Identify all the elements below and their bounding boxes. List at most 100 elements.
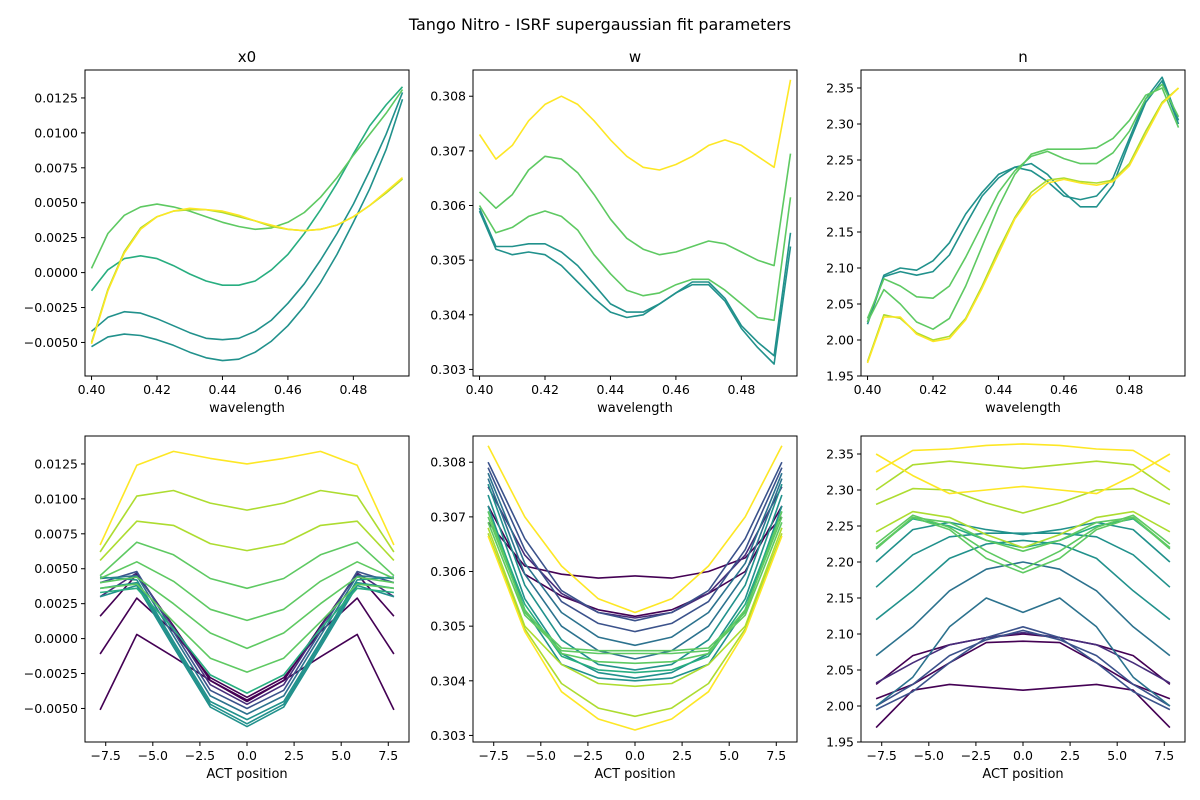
- series-line-17: [875, 460, 1171, 491]
- series-line-5: [90, 176, 404, 345]
- y-tick-label: −0.0025: [24, 666, 78, 681]
- series-line-1: [99, 597, 395, 699]
- x-tick-label: 0.42: [919, 382, 947, 397]
- y-tick-label: 1.95: [826, 369, 854, 384]
- series-line-12: [99, 560, 395, 622]
- series-line-3: [90, 89, 404, 269]
- x-tick-label: 7.5: [766, 748, 786, 763]
- y-tick-label: 0.0025: [34, 230, 78, 245]
- x-tick-label: 5.0: [719, 748, 739, 763]
- x-tick-label: 0.44: [209, 382, 237, 397]
- x-tick-label: 0.40: [78, 382, 106, 397]
- series-line-15: [99, 489, 395, 553]
- x-axis-label: wavelength: [209, 401, 285, 416]
- series-line-14: [875, 516, 1171, 553]
- series-line-10: [487, 511, 783, 674]
- x-tick-label: −5.0: [914, 748, 944, 763]
- y-tick-label: −0.0050: [24, 701, 78, 716]
- y-tick-label: 0.306: [430, 564, 466, 579]
- series-line-1: [90, 92, 404, 341]
- y-tick-label: −0.0050: [24, 335, 78, 350]
- series-line-16: [875, 487, 1171, 514]
- series-line-0: [91, 99, 404, 362]
- x-axis-label: ACT position: [594, 767, 675, 782]
- x-tick-label: 0.42: [143, 382, 171, 397]
- chart-panel-3: −7.5 −5.0 −2.5 0.0 2.5 5.0 7.5 −0.0050 −0.0025 0.…: [24, 435, 410, 782]
- chart-title: x0: [238, 48, 256, 66]
- chart-panel-4: −7.5 −5.0 −2.5 0.0 2.5 5.0 7.5 0.303 0.304 0.305 0…: [430, 435, 798, 782]
- x-tick-label: 2.5: [1060, 748, 1080, 763]
- y-tick-label: 2.20: [826, 555, 854, 570]
- y-tick-label: 2.00: [826, 333, 854, 348]
- x-tick-label: 2.5: [284, 748, 304, 763]
- series-line-16: [99, 450, 395, 546]
- x-tick-label: 5.0: [331, 748, 351, 763]
- y-tick-label: 2.05: [826, 663, 854, 678]
- y-tick-label: 0.307: [430, 143, 466, 158]
- y-tick-label: 2.15: [826, 225, 854, 240]
- y-tick-label: 2.10: [826, 261, 854, 276]
- y-tick-label: 0.308: [430, 455, 466, 470]
- series-line-4: [866, 87, 1180, 362]
- y-tick-label: 0.0050: [34, 561, 78, 576]
- y-tick-label: 0.0100: [34, 491, 78, 506]
- x-tick-label: 0.42: [531, 382, 559, 397]
- series-line-1: [866, 76, 1180, 325]
- series-line-1: [478, 207, 792, 357]
- y-tick-label: 1.95: [826, 735, 854, 750]
- x-tick-label: −7.5: [867, 748, 897, 763]
- y-tick-label: 2.35: [826, 81, 854, 96]
- chart-panel-1: 0.40 0.42 0.44 0.46 0.48 0.303 0.304 0.305 0.306…: [430, 48, 798, 416]
- x-tick-label: 0.48: [1115, 382, 1143, 397]
- axes-frame: [472, 69, 798, 377]
- x-axis-label: ACT position: [982, 767, 1063, 782]
- series-line-0: [875, 683, 1171, 729]
- series-group: [875, 443, 1171, 729]
- series-line-7: [875, 561, 1171, 657]
- y-tick-label: 2.15: [826, 591, 854, 606]
- x-tick-label: 0.48: [339, 382, 367, 397]
- y-tick-label: 2.05: [826, 297, 854, 312]
- x-axis-label: ACT position: [206, 767, 287, 782]
- chart-panel-5: −7.5 −5.0 −2.5 0.0 2.5 5.0 7.5 1.95 2.00 2.05 2.10…: [826, 435, 1186, 782]
- x-tick-label: −5.0: [138, 748, 168, 763]
- series-line-13: [99, 541, 395, 590]
- series-line-1: [875, 640, 1171, 700]
- series-line-5: [487, 472, 783, 647]
- series-line-7: [99, 581, 395, 725]
- chart-title: n: [1018, 48, 1028, 66]
- series-line-2: [478, 197, 792, 322]
- series-line-0: [99, 633, 395, 711]
- series-line-8: [875, 539, 1171, 621]
- x-tick-label: 2.5: [672, 748, 692, 763]
- x-tick-label: 0.40: [466, 382, 494, 397]
- y-tick-label: 2.00: [826, 699, 854, 714]
- y-tick-label: 2.10: [826, 627, 854, 642]
- series-line-3: [866, 87, 1180, 331]
- y-tick-label: 2.35: [826, 447, 854, 462]
- x-tick-label: 5.0: [1107, 748, 1127, 763]
- axes-frame: [84, 69, 410, 377]
- series-line-7: [487, 483, 783, 671]
- series-line-16: [487, 535, 783, 731]
- y-tick-label: 0.0000: [34, 631, 78, 646]
- series-line-4: [875, 629, 1171, 707]
- y-tick-label: 0.308: [430, 89, 466, 104]
- series-line-15: [875, 510, 1171, 549]
- series-line-9: [875, 532, 1171, 588]
- y-tick-label: −0.0025: [24, 300, 78, 315]
- x-tick-label: 0.0: [1013, 748, 1033, 763]
- series-group: [487, 445, 783, 731]
- x-tick-label: 0.0: [237, 748, 257, 763]
- x-tick-label: −7.5: [479, 748, 509, 763]
- y-tick-label: 0.304: [430, 307, 466, 322]
- y-tick-label: 2.25: [826, 519, 854, 534]
- series-line-8: [487, 494, 783, 679]
- series-line-6: [487, 478, 783, 660]
- series-line-4: [99, 570, 395, 710]
- series-line-6: [875, 597, 1171, 707]
- x-tick-label: 0.44: [985, 382, 1013, 397]
- series-line-14: [487, 527, 783, 688]
- series-line-3: [478, 153, 792, 267]
